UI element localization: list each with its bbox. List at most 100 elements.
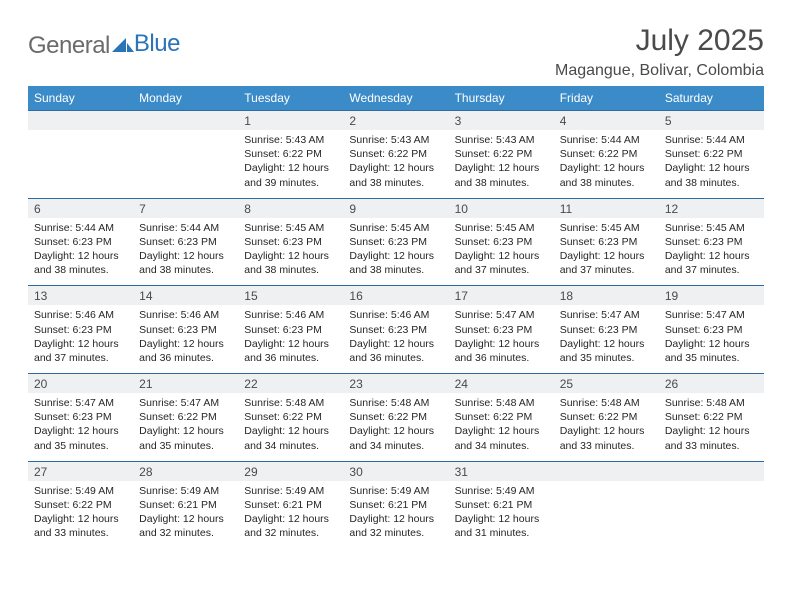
daylight-text-1: Daylight: 12 hours [34, 512, 127, 526]
day-number-cell [133, 111, 238, 131]
sunrise-text: Sunrise: 5:47 AM [455, 308, 548, 322]
day-number-cell: 16 [343, 286, 448, 306]
day-number-cell: 22 [238, 374, 343, 394]
dow-header: Thursday [449, 86, 554, 111]
daylight-text-2: and 36 minutes. [139, 351, 232, 365]
logo-text-blue: Blue [134, 30, 180, 57]
daylight-text-1: Daylight: 12 hours [139, 512, 232, 526]
daylight-text-2: and 37 minutes. [560, 263, 653, 277]
sunset-text: Sunset: 6:22 PM [244, 410, 337, 424]
day-number-cell: 25 [554, 374, 659, 394]
day-of-week-row: SundayMondayTuesdayWednesdayThursdayFrid… [28, 86, 764, 111]
sunrise-text: Sunrise: 5:48 AM [665, 396, 758, 410]
sunrise-text: Sunrise: 5:47 AM [34, 396, 127, 410]
daylight-text-1: Daylight: 12 hours [244, 424, 337, 438]
daylight-text-2: and 34 minutes. [455, 439, 548, 453]
sunrise-text: Sunrise: 5:48 AM [244, 396, 337, 410]
sunset-text: Sunset: 6:23 PM [349, 235, 442, 249]
sunset-text: Sunset: 6:23 PM [560, 323, 653, 337]
day-info-cell: Sunrise: 5:49 AMSunset: 6:21 PMDaylight:… [343, 481, 448, 549]
day-number-cell: 24 [449, 374, 554, 394]
daylight-text-1: Daylight: 12 hours [349, 161, 442, 175]
dow-header: Monday [133, 86, 238, 111]
sunset-text: Sunset: 6:23 PM [34, 323, 127, 337]
sunrise-text: Sunrise: 5:44 AM [560, 133, 653, 147]
sunset-text: Sunset: 6:22 PM [560, 147, 653, 161]
sunrise-text: Sunrise: 5:44 AM [665, 133, 758, 147]
daylight-text-1: Daylight: 12 hours [560, 424, 653, 438]
daylight-text-1: Daylight: 12 hours [349, 249, 442, 263]
daylight-text-1: Daylight: 12 hours [455, 249, 548, 263]
sunset-text: Sunset: 6:23 PM [455, 235, 548, 249]
sunset-text: Sunset: 6:22 PM [349, 410, 442, 424]
day-number-cell: 1 [238, 111, 343, 131]
day-number-cell: 7 [133, 198, 238, 218]
daylight-text-2: and 38 minutes. [139, 263, 232, 277]
day-number-cell: 21 [133, 374, 238, 394]
daylight-text-1: Daylight: 12 hours [349, 512, 442, 526]
sunset-text: Sunset: 6:22 PM [560, 410, 653, 424]
day-number-cell: 14 [133, 286, 238, 306]
daylight-text-2: and 35 minutes. [665, 351, 758, 365]
logo-sail-icon [112, 36, 134, 57]
daylight-text-1: Daylight: 12 hours [665, 424, 758, 438]
sunset-text: Sunset: 6:23 PM [139, 235, 232, 249]
sunset-text: Sunset: 6:23 PM [665, 235, 758, 249]
sunrise-text: Sunrise: 5:45 AM [560, 221, 653, 235]
sunrise-text: Sunrise: 5:47 AM [139, 396, 232, 410]
sunrise-text: Sunrise: 5:49 AM [455, 484, 548, 498]
dow-header: Sunday [28, 86, 133, 111]
day-info-cell: Sunrise: 5:46 AMSunset: 6:23 PMDaylight:… [28, 305, 133, 373]
day-info-cell: Sunrise: 5:47 AMSunset: 6:23 PMDaylight:… [449, 305, 554, 373]
daylight-text-1: Daylight: 12 hours [244, 249, 337, 263]
sunrise-text: Sunrise: 5:47 AM [560, 308, 653, 322]
day-info-cell [28, 130, 133, 198]
daylight-text-1: Daylight: 12 hours [139, 424, 232, 438]
sunrise-text: Sunrise: 5:45 AM [455, 221, 548, 235]
logo-text-general: General [28, 32, 110, 60]
day-info-cell: Sunrise: 5:49 AMSunset: 6:22 PMDaylight:… [28, 481, 133, 549]
daylight-text-2: and 38 minutes. [244, 263, 337, 277]
day-info-cell: Sunrise: 5:49 AMSunset: 6:21 PMDaylight:… [238, 481, 343, 549]
sunrise-text: Sunrise: 5:43 AM [455, 133, 548, 147]
day-info-row: Sunrise: 5:46 AMSunset: 6:23 PMDaylight:… [28, 305, 764, 373]
daylight-text-1: Daylight: 12 hours [455, 161, 548, 175]
day-info-cell [554, 481, 659, 549]
day-number-cell: 3 [449, 111, 554, 131]
sunset-text: Sunset: 6:23 PM [139, 323, 232, 337]
day-info-cell: Sunrise: 5:47 AMSunset: 6:23 PMDaylight:… [659, 305, 764, 373]
day-number-cell: 26 [659, 374, 764, 394]
day-info-cell [133, 130, 238, 198]
day-number-row: 12345 [28, 111, 764, 131]
day-number-cell: 29 [238, 461, 343, 481]
day-number-row: 6789101112 [28, 198, 764, 218]
day-number-cell: 13 [28, 286, 133, 306]
daylight-text-2: and 36 minutes. [455, 351, 548, 365]
daylight-text-1: Daylight: 12 hours [455, 337, 548, 351]
daylight-text-1: Daylight: 12 hours [244, 161, 337, 175]
sunrise-text: Sunrise: 5:43 AM [244, 133, 337, 147]
day-number-row: 13141516171819 [28, 286, 764, 306]
daylight-text-2: and 37 minutes. [665, 263, 758, 277]
day-number-cell: 18 [554, 286, 659, 306]
daylight-text-2: and 33 minutes. [665, 439, 758, 453]
daylight-text-1: Daylight: 12 hours [34, 337, 127, 351]
sunset-text: Sunset: 6:21 PM [455, 498, 548, 512]
daylight-text-1: Daylight: 12 hours [560, 337, 653, 351]
day-number-cell: 11 [554, 198, 659, 218]
day-info-cell: Sunrise: 5:47 AMSunset: 6:23 PMDaylight:… [554, 305, 659, 373]
day-number-cell: 6 [28, 198, 133, 218]
sunrise-text: Sunrise: 5:46 AM [349, 308, 442, 322]
day-number-cell: 31 [449, 461, 554, 481]
daylight-text-2: and 38 minutes. [455, 176, 548, 190]
day-info-cell: Sunrise: 5:44 AMSunset: 6:23 PMDaylight:… [133, 218, 238, 286]
day-number-cell [28, 111, 133, 131]
sunrise-text: Sunrise: 5:46 AM [244, 308, 337, 322]
sunrise-text: Sunrise: 5:48 AM [455, 396, 548, 410]
sunset-text: Sunset: 6:22 PM [665, 147, 758, 161]
day-number-row: 20212223242526 [28, 374, 764, 394]
daylight-text-1: Daylight: 12 hours [455, 424, 548, 438]
daylight-text-2: and 33 minutes. [560, 439, 653, 453]
day-info-row: Sunrise: 5:49 AMSunset: 6:22 PMDaylight:… [28, 481, 764, 549]
day-number-cell: 17 [449, 286, 554, 306]
